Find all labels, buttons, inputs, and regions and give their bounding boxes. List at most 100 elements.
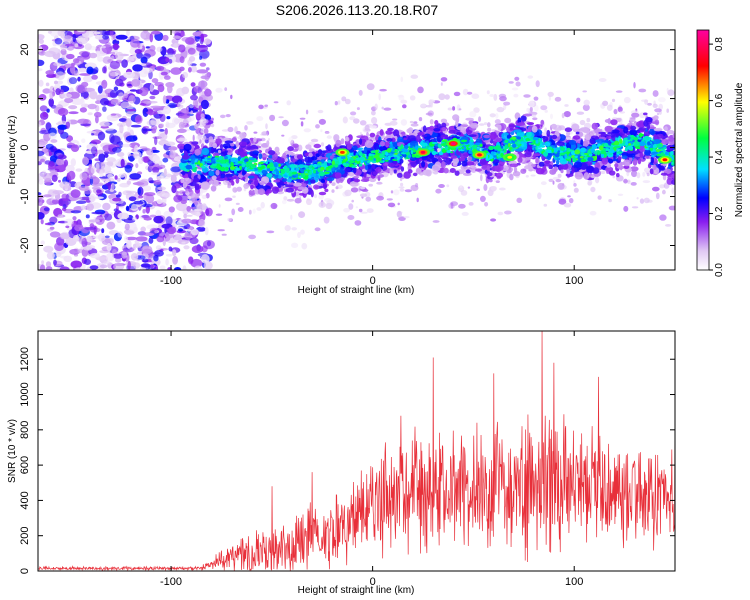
signal-blob <box>220 143 223 151</box>
halo-blob <box>360 211 368 214</box>
signal-blob <box>389 168 394 176</box>
signal-blob <box>257 188 266 195</box>
noise-blob <box>153 215 164 224</box>
noise-blob <box>173 42 178 49</box>
halo-blob <box>496 106 505 113</box>
noise-blob <box>143 216 152 221</box>
signal-blob <box>230 143 235 147</box>
signal-blob <box>626 150 635 154</box>
halo-blob <box>200 132 204 136</box>
halo-blob <box>557 182 565 190</box>
ridge-core <box>589 148 596 154</box>
halo-blob <box>543 203 548 207</box>
ridge-core <box>554 153 560 158</box>
halo-blob <box>582 90 587 93</box>
signal-blob <box>393 129 400 137</box>
halo-blob <box>350 187 359 193</box>
noise-blob <box>103 260 111 265</box>
signal-blob <box>277 182 282 188</box>
halo-blob <box>636 172 641 179</box>
signal-blob <box>632 158 638 166</box>
noise-blob <box>39 130 51 135</box>
signal-blob <box>224 145 229 149</box>
noise-blob <box>125 135 138 142</box>
halo-blob <box>221 233 227 236</box>
noise-blob <box>61 93 73 99</box>
noise-blob <box>101 44 112 54</box>
noise-blob <box>89 90 98 100</box>
signal-blob <box>606 163 612 168</box>
signal-blob <box>565 173 574 177</box>
signal-blob <box>376 181 383 185</box>
ridge-core <box>359 156 366 162</box>
halo-blob <box>185 214 193 217</box>
noise-blob <box>163 168 167 176</box>
halo-blob <box>324 198 332 202</box>
halo-blob <box>548 178 554 183</box>
signal-blob <box>426 155 435 162</box>
halo-blob <box>469 111 477 118</box>
signal-blob <box>630 125 637 131</box>
halo-blob <box>428 99 436 104</box>
halo-blob <box>633 82 636 89</box>
halo-blob <box>612 175 616 179</box>
noise-blob <box>114 175 118 180</box>
noise-blob <box>187 59 193 67</box>
signal-blob <box>530 163 536 168</box>
halo-blob <box>190 110 193 115</box>
halo-blob <box>563 202 572 208</box>
halo-blob <box>440 82 443 86</box>
halo-blob <box>557 173 562 178</box>
halo-blob <box>256 207 262 211</box>
halo-blob <box>497 211 504 216</box>
halo-blob <box>579 119 586 126</box>
noise-blob <box>153 180 162 185</box>
halo-blob <box>504 210 512 215</box>
signal-blob <box>318 191 327 196</box>
signal-blob <box>296 154 303 160</box>
signal-blob <box>638 127 647 131</box>
noise-blob <box>126 30 130 37</box>
signal-blob <box>215 138 222 145</box>
signal-blob <box>242 176 246 180</box>
noise-blob <box>70 210 82 214</box>
noise-blob <box>155 245 162 251</box>
signal-blob <box>552 164 560 168</box>
noise-blob <box>204 88 212 97</box>
halo-blob <box>617 106 623 113</box>
noise-blob <box>177 128 187 133</box>
halo-blob <box>486 90 490 95</box>
ridge-core <box>546 146 553 150</box>
noise-blob <box>127 260 131 270</box>
noise-blob <box>137 187 141 195</box>
signal-blob <box>378 145 388 152</box>
halo-blob <box>573 183 577 187</box>
halo-blob <box>484 202 489 207</box>
halo-blob <box>244 125 248 131</box>
signal-blob <box>177 143 186 150</box>
signal-blob <box>407 169 413 174</box>
halo-blob <box>400 76 404 83</box>
noise-blob <box>191 228 199 236</box>
halo-blob <box>360 186 366 190</box>
halo-blob <box>597 195 602 200</box>
halo-blob <box>261 131 268 136</box>
noise-blob <box>101 79 108 89</box>
ridge-core <box>273 163 278 168</box>
halo-blob <box>611 98 616 103</box>
halo-blob <box>590 186 596 193</box>
ridge-core <box>397 153 401 156</box>
noise-blob <box>172 255 179 265</box>
ridge-core <box>358 151 363 156</box>
halo-blob <box>368 183 374 187</box>
halo-blob <box>317 109 324 114</box>
noise-blob <box>130 124 142 128</box>
noise-blob <box>112 197 122 202</box>
noise-blob <box>133 226 138 233</box>
noise-blob <box>108 103 115 107</box>
noise-blob <box>70 260 83 269</box>
noise-blob <box>133 200 144 205</box>
noise-blob <box>100 45 106 49</box>
signal-blob <box>331 182 336 187</box>
signal-blob <box>410 123 419 127</box>
